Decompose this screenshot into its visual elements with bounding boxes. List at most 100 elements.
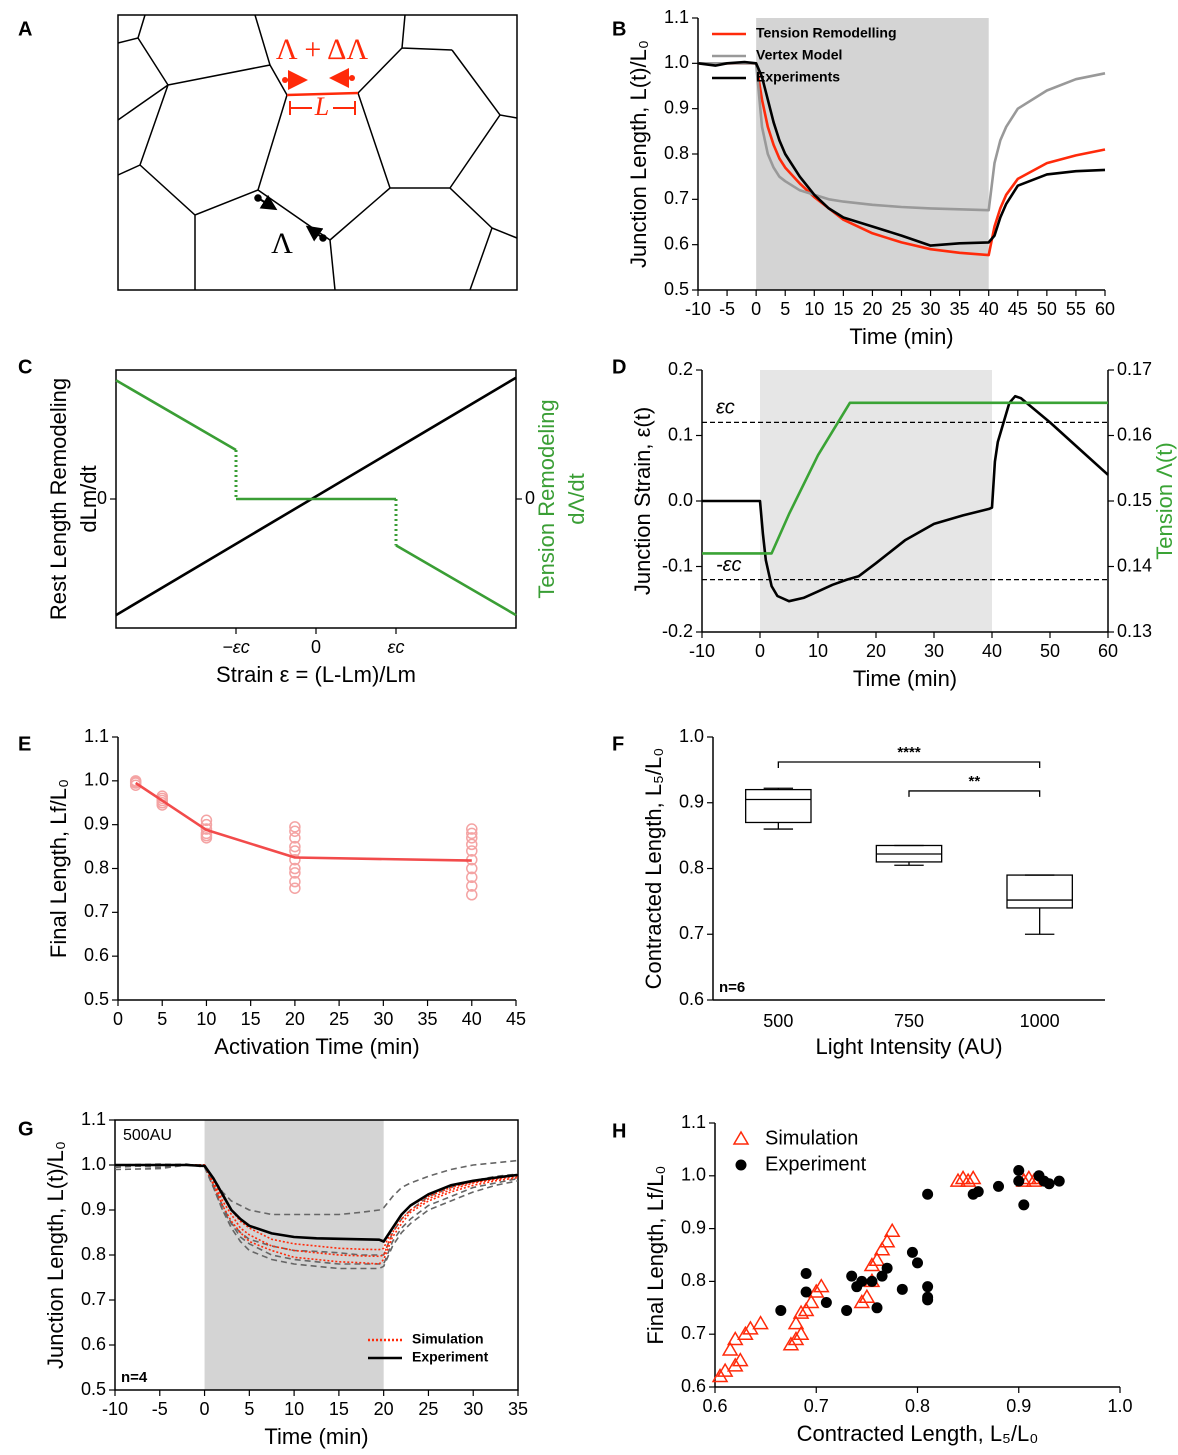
x-axis-label: Activation Time (min)	[214, 1034, 419, 1059]
series-line	[698, 62, 1106, 212]
legend-marker	[732, 1130, 750, 1145]
y-axis-label: Junction Strain, ε(t)	[630, 407, 655, 595]
data-point	[289, 825, 301, 837]
x-tick-label: 55	[1066, 299, 1086, 319]
legend-label: Simulation	[765, 1127, 858, 1149]
data-point	[883, 1222, 901, 1237]
x-tick-label: 50	[1040, 641, 1060, 661]
data-point	[466, 838, 478, 851]
data-point	[993, 1180, 1004, 1192]
y-axis-label: dΛ/dt	[564, 473, 589, 524]
y-tick-label: -0.2	[662, 621, 693, 641]
data-point	[289, 862, 301, 875]
x-tick-label: 20	[862, 299, 882, 319]
x-tick-label: 0.9	[1006, 1396, 1031, 1416]
y-tick-label: 1.1	[81, 1109, 106, 1129]
length-label: L	[314, 92, 329, 121]
panel-label: A	[18, 18, 32, 40]
y-tick-label: 0.8	[81, 1244, 106, 1264]
x-tick-label: 5	[157, 1009, 167, 1029]
x-tick-label: 40	[462, 1009, 482, 1029]
significance-label: **	[968, 773, 980, 790]
x-tick-label: 1000	[1020, 1011, 1060, 1031]
x-tick-label: 25	[891, 299, 911, 319]
y-axis-label: Junction Length, L(t)/L₀	[43, 1141, 68, 1369]
x-tick-label: 0	[311, 637, 321, 657]
x-tick-label: 25	[418, 1399, 438, 1419]
y-tick-label: 0.6	[81, 1334, 106, 1354]
data-point	[866, 1275, 878, 1287]
y-tick-label: 0.9	[681, 1217, 706, 1237]
data-point	[792, 1325, 810, 1340]
data-point	[289, 832, 301, 844]
y-tick-label: 1.0	[679, 726, 704, 746]
threshold-label: εc	[716, 397, 735, 419]
data-point	[813, 1278, 830, 1293]
series-line	[114, 1164, 519, 1270]
x-tick-label: -10	[102, 1399, 128, 1419]
x-axis-label: Time (min)	[853, 666, 957, 691]
x-tick-label: 30	[463, 1399, 483, 1419]
series-line	[115, 379, 517, 617]
series-line	[115, 1164, 519, 1258]
length-bracket	[289, 101, 356, 115]
series-line	[115, 1163, 519, 1243]
x-axis-label: Contracted Length, L₅/L₀	[797, 1421, 1039, 1446]
legend-label: Experiment	[412, 1349, 489, 1365]
data-point	[922, 1294, 934, 1306]
y-tick-label: 0.1	[668, 424, 693, 444]
series-line	[697, 60, 1106, 247]
data-point	[922, 1188, 934, 1200]
y2-tick-label: 0.15	[1117, 490, 1152, 510]
box	[745, 788, 812, 824]
data-point	[878, 1233, 896, 1248]
data-point	[466, 880, 478, 892]
y-axis-label: dLm/dt	[76, 465, 101, 532]
panel-label: F	[612, 733, 624, 755]
x-axis-label: Time (min)	[849, 324, 953, 349]
y-tick-label: 0.7	[679, 923, 704, 943]
y-tick-label: 0.5	[664, 279, 689, 299]
data-point	[841, 1304, 853, 1316]
series-line	[702, 401, 1108, 555]
y-tick-label: 0.8	[84, 857, 109, 877]
cell-edges	[117, 14, 518, 291]
y-tick-label: 0.5	[84, 989, 109, 1009]
y-tick-label: 1.1	[84, 726, 109, 746]
data-point	[466, 823, 478, 835]
x-tick-label: 60	[1095, 299, 1115, 319]
significance-bracket	[777, 761, 1041, 768]
data-point	[775, 1304, 787, 1316]
y-axis-label: Contracted Length, L₅/L₀	[641, 748, 666, 990]
y2-tick-label: 0.14	[1117, 555, 1152, 575]
x-axis-label: Time (min)	[264, 1424, 368, 1449]
data-point	[949, 1172, 967, 1187]
x-axis-label: Light Intensity (AU)	[815, 1034, 1002, 1059]
y-tick-label: 1.0	[664, 52, 689, 72]
tension-label: Λ	[271, 227, 293, 260]
y-tick-label: 0.8	[664, 143, 689, 163]
data-point	[800, 1267, 812, 1279]
x-tick-label: −εc	[222, 637, 249, 657]
data-point	[871, 1302, 883, 1314]
x-tick-label: 50	[1037, 299, 1057, 319]
y-tick-label: 0.7	[81, 1289, 106, 1309]
x-tick-label: -10	[689, 641, 715, 661]
x-tick-label: 5	[780, 299, 790, 319]
data-point	[466, 845, 478, 857]
data-point	[289, 840, 301, 853]
y-tick-label: 0	[97, 488, 107, 508]
legend-marker	[735, 1159, 747, 1171]
data-point	[959, 1172, 977, 1187]
y-tick-label: 0.9	[84, 813, 109, 833]
data-point	[289, 821, 301, 833]
x-tick-label: 40	[982, 641, 1002, 661]
y2-tick-label: 0.16	[1117, 424, 1152, 444]
y-tick-label: 1.1	[681, 1112, 706, 1132]
y-tick-label: 0.7	[681, 1323, 706, 1343]
x-tick-label: 10	[284, 1399, 304, 1419]
y-tick-label: 0.8	[679, 857, 704, 877]
panel-label: C	[18, 356, 32, 378]
data-point	[200, 823, 213, 835]
